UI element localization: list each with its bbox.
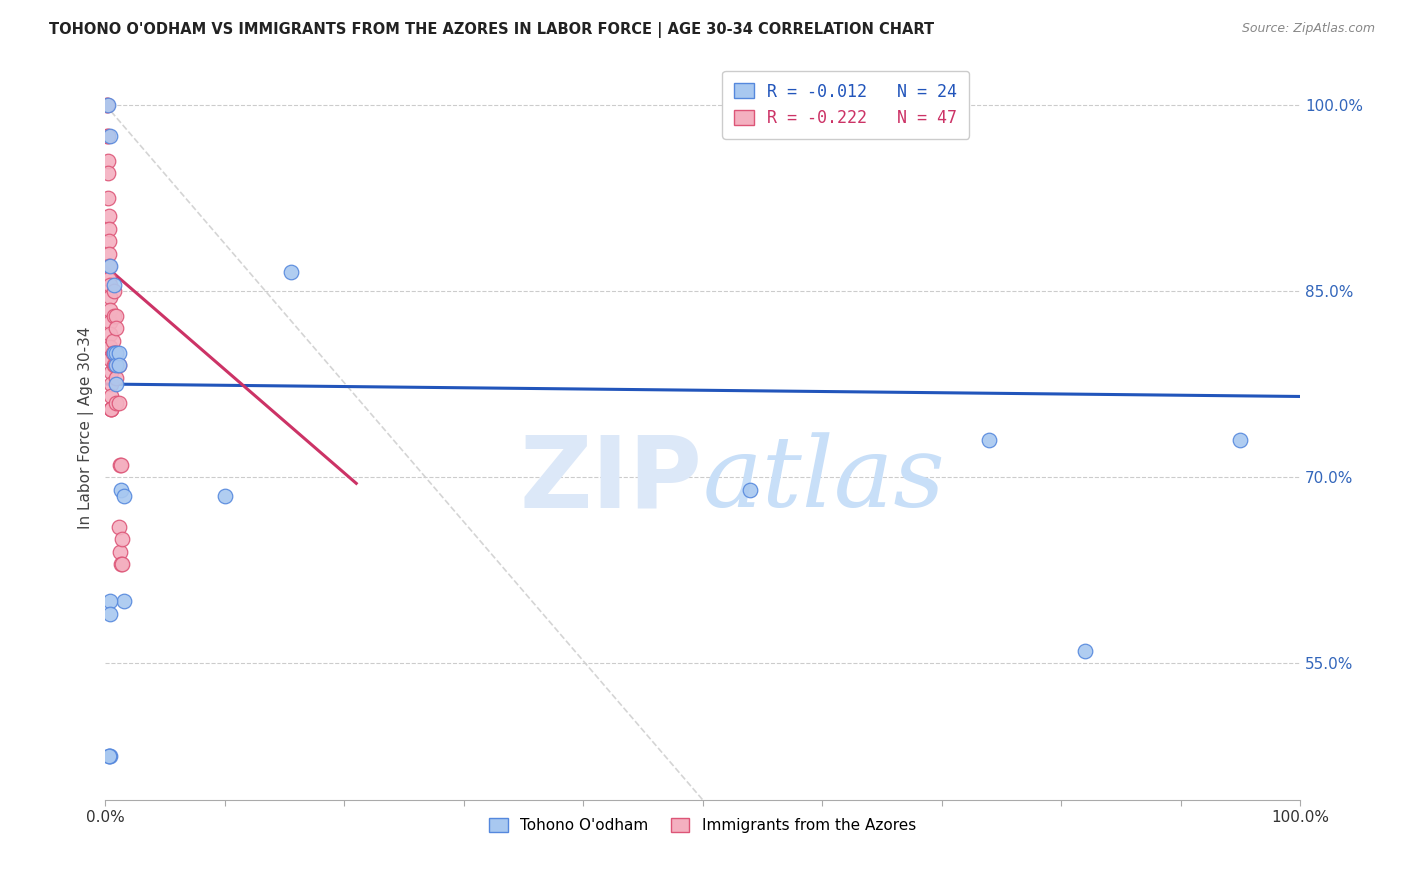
Point <box>101 334 124 348</box>
Point <box>104 346 127 360</box>
Point <box>107 346 129 360</box>
Point <box>98 352 121 367</box>
Point <box>98 246 121 260</box>
Point <box>98 271 121 285</box>
Point <box>100 401 122 416</box>
Point <box>105 377 128 392</box>
Y-axis label: In Labor Force | Age 30-34: In Labor Force | Age 30-34 <box>79 326 94 529</box>
Point <box>97 191 120 205</box>
Point <box>107 359 129 373</box>
Point <box>100 401 122 416</box>
Point <box>105 321 128 335</box>
Point <box>98 290 121 304</box>
Point <box>105 346 128 360</box>
Point <box>108 544 131 558</box>
Point <box>98 259 121 273</box>
Point <box>110 458 132 472</box>
Point <box>100 365 122 379</box>
Point <box>105 359 128 373</box>
Point <box>98 749 121 764</box>
Point <box>100 377 122 392</box>
Point <box>108 458 131 472</box>
Text: ZIP: ZIP <box>520 431 703 528</box>
Point <box>101 346 124 360</box>
Point <box>107 395 129 409</box>
Point <box>96 128 118 143</box>
Text: TOHONO O'ODHAM VS IMMIGRANTS FROM THE AZORES IN LABOR FORCE | AGE 30-34 CORRELAT: TOHONO O'ODHAM VS IMMIGRANTS FROM THE AZ… <box>49 22 935 38</box>
Point <box>98 302 121 317</box>
Point <box>110 483 132 497</box>
Point <box>111 557 134 571</box>
Point <box>110 557 132 571</box>
Point <box>104 359 127 373</box>
Point <box>100 401 122 416</box>
Point <box>98 128 121 143</box>
Point <box>740 483 762 497</box>
Point <box>98 749 121 764</box>
Point <box>105 395 128 409</box>
Point <box>96 97 118 112</box>
Point <box>103 284 125 298</box>
Point <box>98 594 121 608</box>
Point <box>103 359 125 373</box>
Point <box>107 359 129 373</box>
Point <box>114 489 136 503</box>
Point <box>100 389 122 403</box>
Point <box>105 371 128 385</box>
Point <box>98 222 121 236</box>
Point <box>97 166 120 180</box>
Point <box>96 97 118 112</box>
Point <box>98 340 121 354</box>
Point <box>97 128 120 143</box>
Point <box>280 265 302 279</box>
Point <box>114 594 136 608</box>
Point <box>105 346 128 360</box>
Point <box>97 97 120 112</box>
Point <box>103 277 125 292</box>
Point <box>97 153 120 168</box>
Point <box>1229 433 1251 447</box>
Text: Source: ZipAtlas.com: Source: ZipAtlas.com <box>1241 22 1375 36</box>
Point <box>98 749 121 764</box>
Point <box>98 315 121 329</box>
Point <box>103 346 125 360</box>
Point <box>98 277 121 292</box>
Point <box>214 489 236 503</box>
Point <box>98 607 121 621</box>
Point <box>107 520 129 534</box>
Point <box>98 235 121 249</box>
Point <box>979 433 1001 447</box>
Point <box>98 327 121 342</box>
Point <box>111 532 134 546</box>
Point <box>105 309 128 323</box>
Point <box>98 210 121 224</box>
Text: atlas: atlas <box>703 432 945 527</box>
Point <box>1074 644 1097 658</box>
Point <box>103 309 125 323</box>
Legend: Tohono O'odham, Immigrants from the Azores: Tohono O'odham, Immigrants from the Azor… <box>482 810 924 840</box>
Point <box>98 259 121 273</box>
